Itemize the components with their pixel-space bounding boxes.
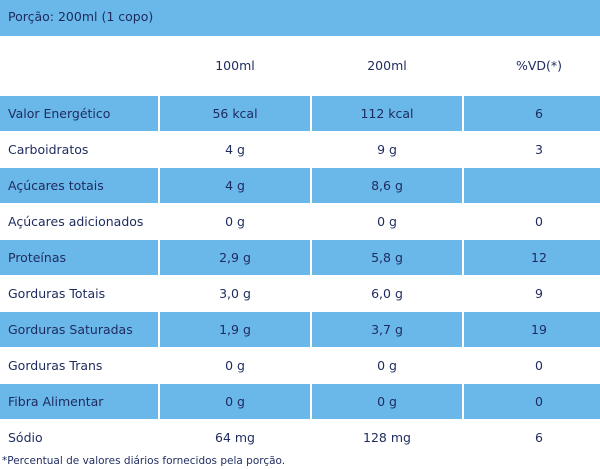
header-row: 100ml 200ml %VD(*) bbox=[0, 36, 600, 96]
nutrient-value: 3,0 g bbox=[158, 275, 312, 312]
table-row: Sódio 64 mg 128 mg 6 bbox=[0, 419, 600, 455]
table-row: Açúcares totais 4 g 8,6 g bbox=[0, 167, 600, 204]
nutrient-label: Sódio bbox=[0, 419, 160, 455]
table-row: Valor Energético 56 kcal 112 kcal 6 bbox=[0, 95, 600, 132]
nutrient-value: 3 bbox=[462, 131, 600, 168]
nutrient-value: 0 bbox=[462, 347, 600, 384]
nutrient-value: 4 g bbox=[158, 131, 312, 168]
nutrient-value: 2,9 g bbox=[158, 239, 312, 276]
column-header: 100ml bbox=[158, 36, 312, 96]
nutrition-table: 100ml 200ml %VD(*) Valor Energético 56 kcal 1… bbox=[0, 36, 600, 455]
nutrient-value: 112 kcal bbox=[310, 95, 464, 132]
column-header: 200ml bbox=[310, 36, 464, 96]
nutrient-value: 12 bbox=[462, 239, 600, 276]
table-row: Proteínas 2,9 g 5,8 g 12 bbox=[0, 239, 600, 276]
nutrient-label: Valor Energético bbox=[0, 95, 160, 132]
nutrient-label: Gorduras Totais bbox=[0, 275, 160, 312]
nutrient-value: 3,7 g bbox=[310, 311, 464, 348]
nutrient-value: 0 bbox=[462, 383, 600, 420]
nutrient-value bbox=[462, 167, 600, 204]
nutrient-value: 4 g bbox=[158, 167, 312, 204]
nutrient-value: 0 g bbox=[310, 347, 464, 384]
nutrient-value: 1,9 g bbox=[158, 311, 312, 348]
column-header: %VD(*) bbox=[462, 36, 600, 96]
nutrient-value: 128 mg bbox=[310, 419, 464, 455]
nutrient-value: 6 bbox=[462, 95, 600, 132]
title-bar: Porção: 200ml (1 copo) bbox=[0, 0, 600, 36]
nutrient-label: Gorduras Saturadas bbox=[0, 311, 160, 348]
nutrient-value: 0 g bbox=[310, 383, 464, 420]
nutrient-label: Açúcares totais bbox=[0, 167, 160, 204]
nutrient-value: 9 g bbox=[310, 131, 464, 168]
nutrient-value: 6,0 g bbox=[310, 275, 464, 312]
nutrient-label: Açúcares adicionados bbox=[0, 203, 160, 240]
nutrient-value: 0 g bbox=[158, 383, 312, 420]
nutrient-value: 0 bbox=[462, 203, 600, 240]
header-cell bbox=[0, 36, 160, 96]
nutrient-value: 0 g bbox=[158, 203, 312, 240]
nutrient-value: 9 bbox=[462, 275, 600, 312]
nutrient-label: Proteínas bbox=[0, 239, 160, 276]
footnote: *Percentual de valores diários fornecido… bbox=[2, 455, 286, 467]
serving-title: Porção: 200ml (1 copo) bbox=[8, 9, 154, 24]
nutrient-value: 0 g bbox=[310, 203, 464, 240]
nutrient-value: 5,8 g bbox=[310, 239, 464, 276]
table-row: Gorduras Saturadas 1,9 g 3,7 g 19 bbox=[0, 311, 600, 348]
nutrient-label: Gorduras Trans bbox=[0, 347, 160, 384]
nutrient-label: Carboidratos bbox=[0, 131, 160, 168]
nutrient-value: 8,6 g bbox=[310, 167, 464, 204]
nutrient-label: Fibra Alimentar bbox=[0, 383, 160, 420]
nutrient-value: 6 bbox=[462, 419, 600, 455]
nutrient-value: 0 g bbox=[158, 347, 312, 384]
nutrient-value: 19 bbox=[462, 311, 600, 348]
nutrient-value: 56 kcal bbox=[158, 95, 312, 132]
nutrient-value: 64 mg bbox=[158, 419, 312, 455]
